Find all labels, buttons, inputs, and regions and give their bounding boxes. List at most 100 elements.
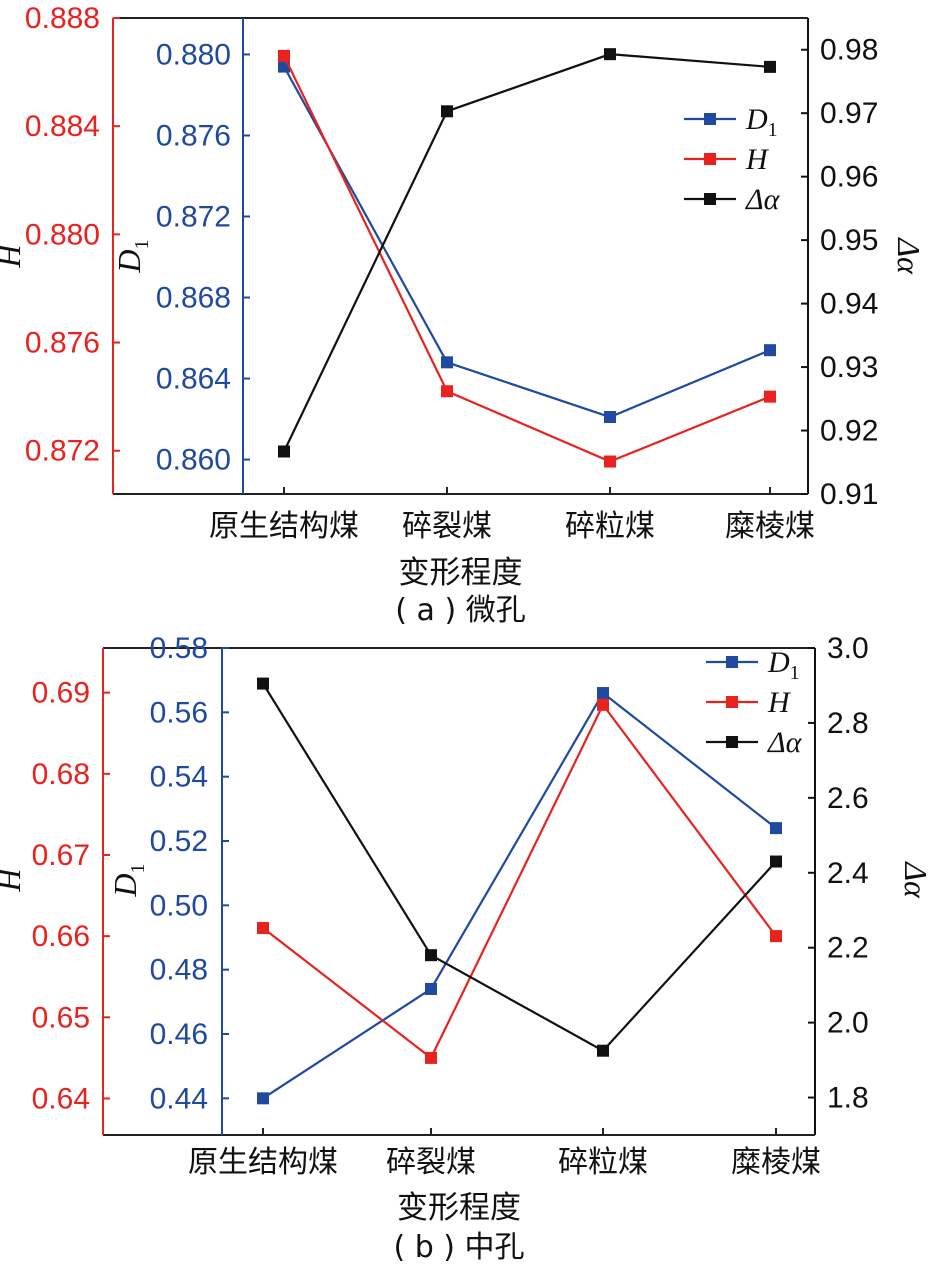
legend-marker-dalpha: [704, 193, 716, 205]
legend-label-subscript: 1: [768, 119, 778, 141]
dalpha-tick-label: 0.93: [820, 351, 878, 384]
legend-marker-H: [726, 696, 738, 708]
dalpha-tick-label: 1.8: [827, 1082, 869, 1115]
legend-marker-H: [704, 153, 716, 165]
data-point-D1: [604, 411, 616, 424]
h-tick-label: 0.67: [32, 839, 90, 872]
dalpha-tick-label: 2.6: [827, 782, 869, 815]
h-tick-label: 0.66: [32, 920, 90, 953]
d1-tick-label: 0.880: [156, 38, 231, 71]
d1-tick-label: 0.58: [150, 632, 208, 665]
dalpha-tick-label: 0.95: [820, 224, 878, 257]
x-tick-label: 糜棱煤: [731, 1145, 821, 1180]
legend-marker-dalpha: [726, 736, 738, 748]
x-tick-label: 原生结构煤: [209, 509, 359, 544]
series-line-D1: [262, 691, 777, 1100]
dalpha-tick-label: 0.94: [820, 288, 878, 321]
data-point-H: [257, 922, 269, 935]
data-point-D1: [770, 822, 782, 835]
d1-tick-label: 0.50: [150, 889, 208, 922]
dalpha-tick-label: 0.92: [820, 415, 878, 448]
chart-panel-a: 0.872 0.876 0.880 0.884 0.888 0.860 0.864 0.868…: [0, 2, 927, 628]
series-line-H: [283, 55, 771, 463]
data-point-D1: [257, 1092, 269, 1105]
series-line-dalpha: [262, 683, 777, 1053]
legend-label-H: H: [745, 143, 770, 176]
d1-axis-title: D1: [107, 863, 149, 897]
dalpha-tick-label: 2.4: [827, 857, 869, 890]
d1-tick-label: 0.872: [156, 201, 231, 234]
h-tick-label: 0.64: [32, 1082, 90, 1115]
d1-tick-label: 0.52: [150, 825, 208, 858]
series-line-H: [262, 702, 777, 1060]
dalpha-tick-label: 2.0: [827, 1007, 869, 1040]
legend-label-dalpha: Δα: [767, 726, 803, 759]
h-tick-label: 0.65: [32, 1001, 90, 1034]
h-axis-title: H: [0, 867, 27, 893]
x-tick-label: 碎粒煤: [558, 1145, 648, 1180]
data-point-dalpha: [604, 48, 616, 61]
data-point-D1: [278, 60, 290, 73]
d1-axis-title: D1: [111, 239, 153, 273]
h-tick-label: 0.876: [25, 327, 100, 360]
legend-label-subscript: 1: [790, 662, 800, 684]
d1-tick-label: 0.876: [156, 119, 231, 152]
dalpha-tick-label: 0.97: [820, 97, 878, 130]
d1-axis-title-subscript: 1: [131, 239, 153, 249]
data-point-H: [597, 698, 609, 711]
h-tick-label: 0.884: [25, 110, 100, 143]
data-point-D1: [764, 344, 776, 357]
dalpha-axis-title: Δα: [898, 860, 929, 899]
dalpha-tick-label: 3.0: [827, 632, 869, 665]
h-tick-label: 0.880: [25, 218, 100, 251]
series-line-dalpha: [283, 53, 771, 452]
panel-caption: ( a ) 微孔: [395, 593, 525, 628]
data-point-dalpha: [257, 677, 269, 690]
x-axis-title: 变形程度: [399, 555, 523, 591]
data-point-dalpha: [278, 445, 290, 458]
d1-tick-label: 0.46: [150, 1018, 208, 1051]
h-tick-label: 0.888: [25, 2, 100, 35]
data-point-dalpha: [597, 1044, 609, 1057]
data-point-H: [604, 455, 616, 468]
legend-label-dalpha: Δα: [745, 183, 781, 216]
legend-label-D1: D1: [745, 103, 778, 141]
dalpha-tick-label: 0.91: [820, 478, 878, 511]
d1-tick-label: 0.864: [156, 363, 231, 396]
data-point-H: [441, 385, 453, 398]
dalpha-tick-label: 2.2: [827, 932, 869, 965]
h-axis-title: H: [0, 243, 27, 269]
h-tick-label: 0.68: [32, 758, 90, 791]
x-tick-label: 碎裂煤: [386, 1145, 476, 1180]
d1-axis-title-subscript: 1: [127, 863, 149, 873]
chart-panel-b: 0.64 0.65 0.66 0.67 0.68 0.69 0.44 0.46 0.48 0.50…: [0, 632, 929, 1265]
data-point-D1: [441, 356, 453, 369]
data-point-H: [770, 930, 782, 943]
d1-tick-label: 0.860: [156, 444, 231, 477]
d1-tick-label: 0.48: [150, 954, 208, 987]
series-line-D1: [283, 66, 771, 419]
dalpha-tick-label: 0.96: [820, 161, 878, 194]
x-tick-label: 糜棱煤: [725, 509, 815, 544]
x-tick-label: 原生结构煤: [188, 1145, 338, 1180]
dalpha-axis-title: Δα: [891, 236, 927, 275]
x-tick-label: 碎粒煤: [565, 509, 655, 544]
data-point-dalpha: [425, 949, 437, 962]
legend-label-H: H: [767, 686, 792, 719]
data-point-H: [425, 1051, 437, 1064]
panel-caption: ( b ) 中孔: [393, 1230, 524, 1265]
d1-tick-label: 0.44: [150, 1082, 208, 1115]
legend-marker-D1: [726, 656, 738, 668]
d1-tick-label: 0.868: [156, 282, 231, 315]
data-point-D1: [425, 982, 437, 995]
legend-marker-D1: [704, 113, 716, 125]
d1-tick-label: 0.56: [150, 696, 208, 729]
dalpha-tick-label: 0.98: [820, 34, 878, 67]
x-tick-label: 碎裂煤: [402, 509, 492, 544]
data-point-H: [764, 390, 776, 403]
h-tick-label: 0.872: [25, 435, 100, 468]
dalpha-tick-label: 2.8: [827, 707, 869, 740]
data-point-dalpha: [770, 855, 782, 868]
legend-label-D1: D1: [767, 646, 800, 684]
